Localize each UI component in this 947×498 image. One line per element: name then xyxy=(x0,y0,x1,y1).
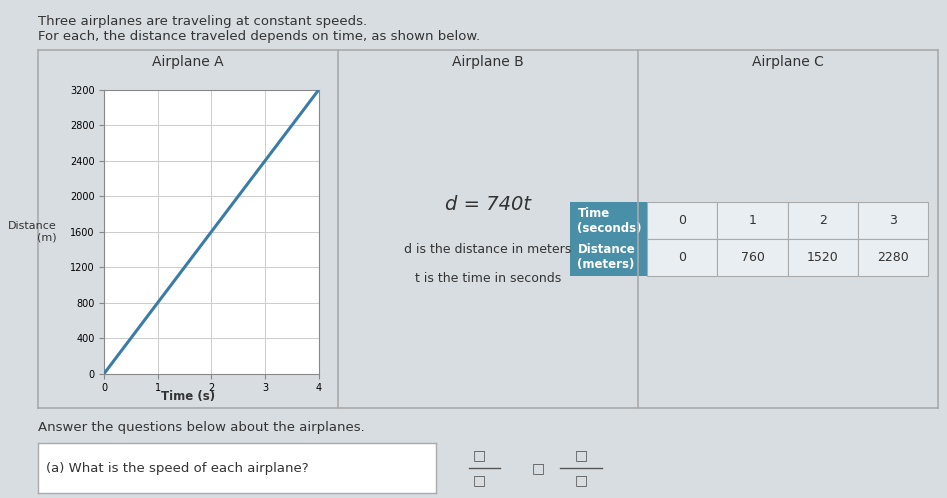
Text: Three airplanes are traveling at constant speeds.
For each, the distance travele: Three airplanes are traveling at constan… xyxy=(38,15,480,43)
Text: □: □ xyxy=(474,449,486,463)
Text: Time (s): Time (s) xyxy=(161,390,215,403)
Text: Airplane B: Airplane B xyxy=(452,55,524,69)
Text: □: □ xyxy=(474,474,486,488)
Y-axis label: Distance
(m): Distance (m) xyxy=(9,221,57,243)
Text: Airplane C: Airplane C xyxy=(752,55,824,69)
Text: Answer the questions below about the airplanes.: Answer the questions below about the air… xyxy=(38,421,365,434)
Text: d is the distance in meters: d is the distance in meters xyxy=(404,243,571,255)
Text: □: □ xyxy=(575,449,587,463)
Text: □: □ xyxy=(532,461,545,475)
Text: Airplane A: Airplane A xyxy=(152,55,223,69)
Text: d = 740t: d = 740t xyxy=(445,195,530,214)
Text: t is the time in seconds: t is the time in seconds xyxy=(415,272,561,285)
Text: (a) What is the speed of each airplane?: (a) What is the speed of each airplane? xyxy=(45,462,309,475)
Text: □: □ xyxy=(575,474,587,488)
